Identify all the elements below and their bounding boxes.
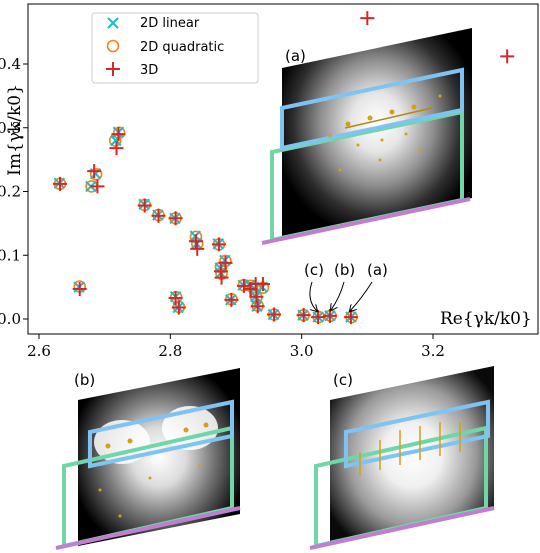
- point-3d: [296, 308, 311, 323]
- x-axis-ticks: 2.6 2.8 3.0 3.2: [27, 334, 445, 360]
- inset-c: (c): [309, 366, 495, 550]
- point-3d: [224, 292, 239, 307]
- legend-entry-linear: 2D linear: [107, 16, 200, 31]
- legend-label-3d: 3D: [140, 63, 158, 78]
- point-2d-quadratic: [89, 167, 103, 181]
- point-3d: [72, 282, 87, 297]
- annotation-arrow-c: [309, 281, 317, 311]
- legend-box: [91, 12, 259, 84]
- annotations: (c) (b) (a): [304, 261, 388, 311]
- annotation-c: (c): [304, 261, 324, 279]
- point-3d: [90, 179, 105, 194]
- y-axis-ticks: 0.0 0.1 0.2 0.3 0.4: [0, 55, 28, 328]
- point-3d: [190, 241, 205, 256]
- x-tick-label: 3.0: [290, 342, 314, 360]
- legend-marker-plus: [106, 62, 120, 76]
- y-tick-label: 0.3: [0, 119, 21, 137]
- point-3d: [87, 164, 102, 179]
- y-tick-label: 0.1: [0, 246, 21, 264]
- annotation-b: (b): [334, 261, 355, 279]
- inset-b-label: (b): [74, 371, 95, 389]
- point-3d: [211, 237, 226, 252]
- y-tick-label: 0.4: [0, 55, 21, 73]
- point-3d: [500, 49, 515, 64]
- annotation-arrow-b: [331, 281, 345, 310]
- point-3d: [250, 299, 265, 314]
- point-3d: [218, 255, 233, 270]
- point-3d: [53, 176, 68, 191]
- legend-entry-3d: 3D: [106, 62, 158, 78]
- point-3d: [171, 300, 186, 315]
- inset-a-label: (a): [285, 47, 306, 65]
- point-3d: [236, 278, 251, 293]
- legend-marker-o: [106, 39, 120, 53]
- point-3d: [109, 141, 124, 156]
- inset-b: (b): [55, 368, 241, 550]
- point-3d: [111, 127, 126, 142]
- inset-c-label: (c): [333, 371, 353, 389]
- annotation-a: (a): [367, 261, 388, 279]
- inset-a: (a): [261, 28, 472, 245]
- legend-marker-x: [107, 17, 119, 29]
- point-3d: [360, 11, 375, 26]
- point-3d: [255, 276, 270, 291]
- point-3d: [188, 234, 203, 249]
- legend-entry-quadratic: 2D quadratic: [106, 39, 224, 55]
- y-axis-label: Im{γk/k0}: [5, 84, 25, 176]
- legend-label-quadratic: 2D quadratic: [140, 40, 224, 55]
- point-3d: [168, 211, 183, 226]
- point-3d: [267, 307, 282, 322]
- point-3d: [151, 208, 166, 223]
- plot-frame: [27, 3, 539, 335]
- y-tick-label: 0.0: [0, 310, 21, 328]
- point-3d: [249, 289, 264, 304]
- point-3d: [168, 290, 183, 305]
- point-3d: [137, 198, 152, 213]
- legend-label-linear: 2D linear: [140, 16, 200, 31]
- legend: 2D linear 2D quadratic 3D: [91, 12, 259, 84]
- x-axis-label: Re{γk/k0}: [440, 309, 532, 329]
- x-tick-label: 2.6: [27, 342, 51, 360]
- x-tick-label: 2.8: [158, 342, 182, 360]
- point-3d: [214, 270, 229, 285]
- y-tick-label: 0.2: [0, 183, 21, 201]
- x-tick-label: 3.2: [421, 342, 445, 360]
- annotation-arrow-a: [350, 281, 373, 311]
- data-markers: [53, 11, 515, 325]
